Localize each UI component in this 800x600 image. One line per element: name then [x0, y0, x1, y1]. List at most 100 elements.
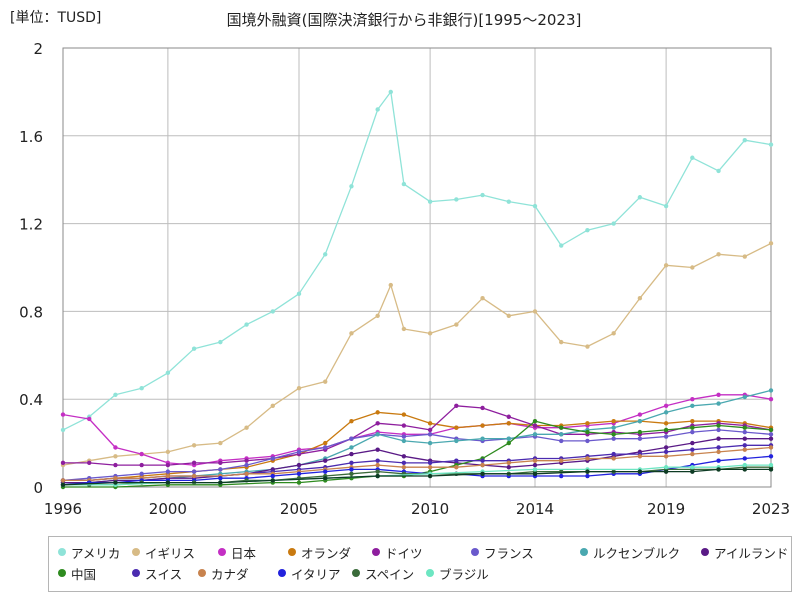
legend-label: オランダ	[301, 545, 352, 561]
legend-marker	[372, 548, 380, 556]
data-point	[454, 403, 459, 408]
legend-label: スペイン	[365, 566, 415, 582]
legend-marker	[352, 569, 360, 577]
data-point	[191, 443, 197, 448]
data-point	[585, 469, 590, 474]
chart-legend: アメリカ イギリス 日本 オランダ ドイツ フランス ルクセンブルク アイルランド 中国 スイス カ…	[48, 536, 792, 592]
data-point	[375, 421, 380, 426]
series-line	[62, 429, 772, 482]
data-point	[532, 471, 538, 477]
data-point	[611, 432, 616, 437]
data-point	[663, 469, 669, 474]
data-point	[323, 445, 328, 450]
data-point	[506, 313, 511, 318]
data-point	[742, 394, 747, 400]
data-point	[559, 425, 564, 430]
legend-item: オランダ	[288, 543, 351, 561]
data-point	[559, 432, 564, 437]
data-point	[585, 456, 590, 461]
data-point	[585, 344, 590, 349]
data-point	[559, 438, 564, 444]
series-15	[60, 467, 774, 488]
series-line	[63, 389, 772, 484]
data-point	[165, 370, 171, 376]
data-point	[637, 195, 643, 200]
data-point	[506, 414, 511, 419]
series-line	[63, 438, 771, 484]
data-point	[139, 386, 144, 391]
data-point	[296, 471, 302, 477]
data-point	[427, 427, 433, 433]
x-tick-label: 2023	[752, 500, 790, 518]
data-point	[611, 221, 616, 226]
legend-label: イタリア	[291, 566, 341, 582]
data-point	[532, 418, 538, 424]
data-point	[375, 313, 380, 318]
data-point	[742, 436, 747, 441]
data-point	[506, 460, 511, 466]
data-point	[663, 410, 669, 415]
data-point	[427, 331, 433, 336]
legend-item: ドイツ	[372, 543, 423, 561]
data-point	[480, 462, 485, 468]
x-tick-label: 2019	[647, 500, 685, 518]
data-point	[349, 184, 354, 189]
legend-label: フランス	[484, 545, 534, 561]
data-point	[690, 429, 695, 435]
data-point	[506, 465, 511, 470]
data-point	[506, 421, 511, 426]
data-point	[768, 436, 774, 441]
data-point	[690, 451, 695, 457]
legend-marker	[132, 569, 140, 577]
data-point	[349, 445, 354, 450]
legend-label: 中国	[71, 566, 97, 582]
data-point	[532, 309, 538, 314]
legend-item: ブラジル	[426, 564, 489, 582]
data-point	[716, 458, 721, 463]
data-point	[375, 462, 380, 468]
data-point	[663, 203, 669, 209]
data-point	[323, 476, 328, 481]
data-point	[401, 438, 407, 444]
data-point	[768, 454, 774, 459]
data-point	[375, 469, 380, 474]
data-point	[60, 478, 66, 483]
data-point	[637, 454, 643, 459]
legend-label: スイス	[145, 566, 183, 582]
data-point	[742, 425, 747, 430]
legend-item: 日本	[218, 543, 256, 561]
legend-item: 中国	[58, 564, 96, 582]
x-tick-label: 2005	[280, 500, 318, 518]
legend-marker	[132, 548, 140, 556]
data-point	[270, 478, 275, 483]
data-point	[165, 480, 171, 485]
data-point	[113, 454, 118, 459]
data-point	[165, 473, 171, 479]
data-point	[296, 462, 302, 468]
data-point	[270, 473, 275, 479]
legend-marker	[288, 548, 296, 556]
data-point	[454, 465, 459, 470]
data-point	[585, 421, 590, 426]
data-point	[663, 454, 669, 459]
data-point	[244, 322, 249, 327]
data-point	[60, 427, 66, 433]
legend-marker	[278, 569, 286, 577]
legend-item: ルクセンブルク	[580, 543, 680, 561]
data-point	[388, 89, 393, 95]
legend-marker	[580, 548, 588, 556]
data-point	[218, 476, 223, 481]
series-2	[60, 241, 774, 468]
data-point	[139, 451, 144, 457]
data-point	[113, 476, 118, 481]
data-point	[427, 440, 433, 446]
data-point	[388, 282, 393, 288]
data-point	[690, 465, 695, 470]
data-point	[637, 469, 643, 474]
data-point	[454, 197, 459, 202]
data-point	[716, 392, 721, 398]
data-point	[768, 241, 774, 246]
data-point	[191, 460, 197, 466]
data-point	[191, 346, 197, 351]
